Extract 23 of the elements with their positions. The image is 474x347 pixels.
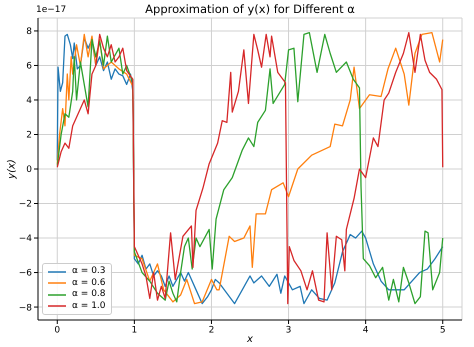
x-tick-label: 1 [131,325,138,336]
y-tick-label: 4 [26,96,32,106]
y-tick-label: 6 [26,62,32,72]
y-tick-label: 8 [26,27,32,38]
x-axis-title: x [246,334,254,345]
x-tick-label: 2 [208,325,214,336]
y-tick-label: −4 [18,234,32,244]
legend-label: α = 0.3 [72,266,106,278]
legend-label: α = 0.8 [72,289,106,300]
y-tick-label: −2 [18,200,32,210]
y-tick-label: −6 [18,268,32,279]
legend-label: α = 1.0 [72,300,106,312]
y-tick-label: 2 [26,130,32,141]
legend-label: α = 0.6 [72,278,106,289]
chart-title: Approximation of y(x) for Different α [145,2,355,16]
x-tick-label: 5 [440,325,446,336]
y-tick-label: −8 [18,303,32,314]
x-tick-label: 0 [54,325,60,336]
text: 1e−17 [36,5,66,15]
y-tick-label: 0 [26,165,32,176]
x-tick-label: 3 [286,325,292,336]
y-axis-title: y(x) [6,159,18,179]
x-tick-label: 4 [362,325,369,336]
